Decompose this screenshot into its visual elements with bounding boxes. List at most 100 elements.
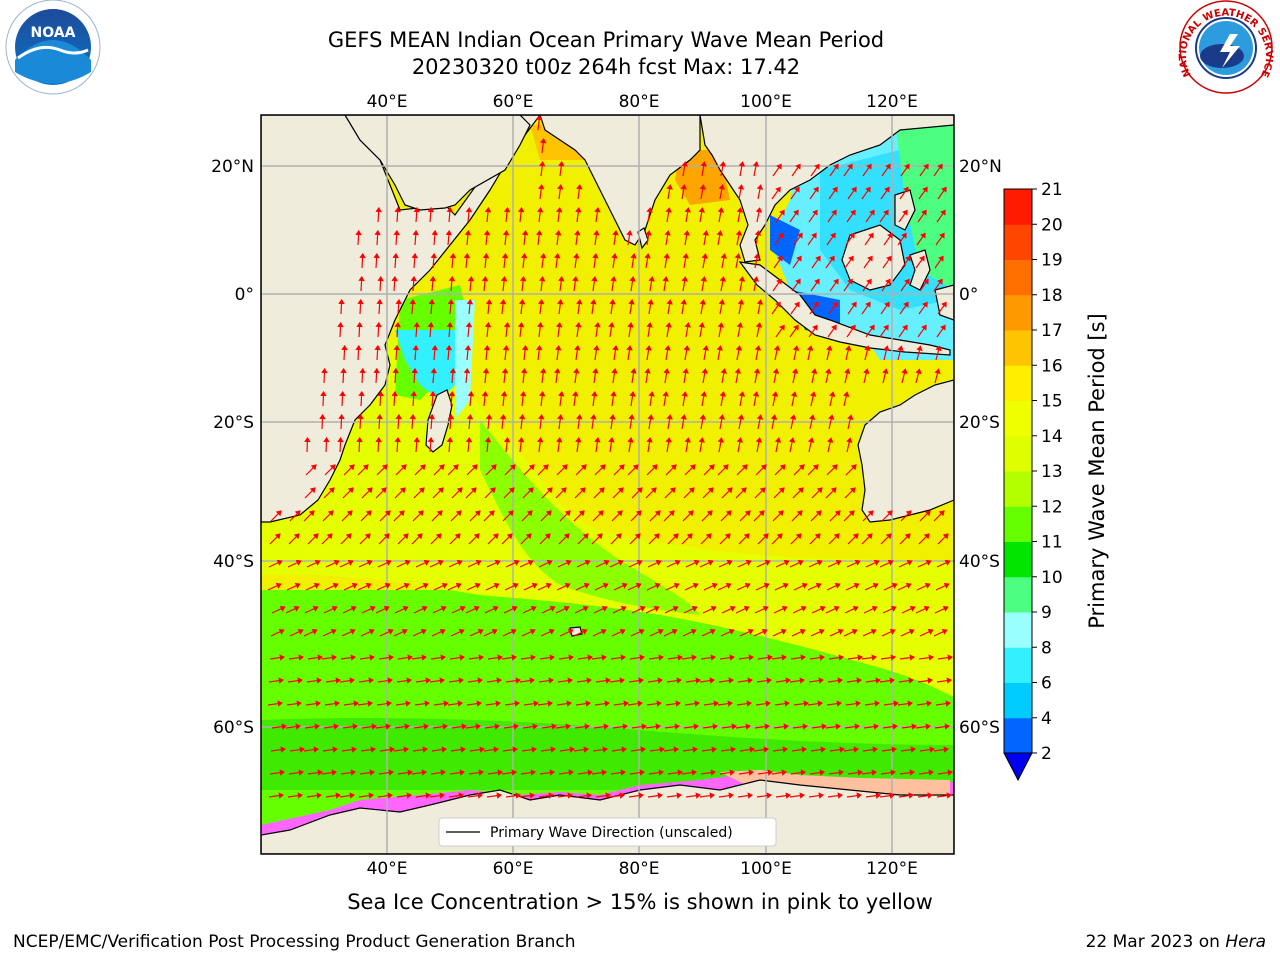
wave-arrow-head [852,605,859,612]
wave-arrow-head [724,533,731,540]
wave-arrow-head [316,677,322,684]
wave-arrow-head [449,252,457,259]
wave-arrow-head [758,510,765,517]
wave-arrow-head [446,206,454,213]
wave-arrow-head [319,413,326,420]
colorbar-tick-label: 4 [1041,709,1052,729]
colorbar-tick-label: 20 [1041,215,1063,235]
wave-arrow-head [593,230,600,236]
wave-arrow-head [313,582,320,589]
wave-arrow-head [691,769,697,776]
wave-arrow-head [767,654,773,661]
wave-arrow-head [331,769,337,776]
wave-arrow-head [848,255,854,262]
wave-arrow-head [627,437,634,443]
wave-arrow-head [475,559,482,566]
wave-arrow-head [367,700,373,707]
wave-arrow-head [331,605,338,612]
wave-arrow-head [892,723,898,730]
wave-arrow-head [707,559,714,566]
wave-arrow-head [517,321,525,328]
wave-arrow-head [609,299,616,305]
wave-arrow-head [357,413,364,420]
wave-arrow-head [668,510,675,517]
land [261,115,954,854]
lat-tick-left: 40°S [213,552,254,572]
wave-arrow-head [857,654,863,661]
wave-arrow-head [684,437,691,443]
wave-arrow-head [409,413,416,420]
wave-arrow-head [352,723,358,730]
colorbar-swatch [1004,330,1032,366]
wave-arrow-head [740,487,747,494]
wave-arrow-head [458,792,464,799]
wave-arrow-head [557,298,564,305]
chart-title: GEFS MEAN Indian Ocean Primary Wave Mean… [327,28,885,52]
wave-arrow-head [335,792,341,799]
wave-arrow-head [864,345,871,351]
wave-arrow-head [326,533,333,540]
wave-arrow-head [446,321,454,328]
nws-logo: NATIONAL WEATHER SERVICE [1178,0,1274,94]
wave-arrow-head [781,769,787,776]
colorbar-swatch [1004,541,1032,578]
wave-arrow-head [338,298,345,305]
wave-arrow-head [535,344,543,351]
wave-arrow-head [855,700,861,707]
wave-arrow-head [558,390,565,397]
wave-arrow-head [850,464,857,471]
wave-arrow-head [350,605,357,612]
wave-arrow-head [381,464,388,471]
wave-arrow-head [698,437,705,443]
wave-arrow-head [646,322,653,328]
wave-arrow-head [503,206,511,213]
wave-arrow-head [832,301,838,308]
colorbar: 2 4 6 8 9 10 11 12 13 14 15 16 17 18 19 20 21 [1003,180,1063,782]
wave-arrow-head [412,344,419,351]
wave-arrow-head [780,628,787,635]
wave-arrow-head [538,275,546,282]
wave-arrow-head [891,746,897,753]
wave-arrow-head [439,628,446,635]
footer-credit: NCEP/EMC/Verification Post Processing Pr… [13,932,576,952]
wave-arrow-head [417,510,424,517]
wave-arrow-head [755,437,763,443]
wave-arrow-head [794,186,800,193]
wave-arrow-head [745,559,752,566]
wave-arrow-head [455,510,462,517]
wave-arrow-head [369,654,375,661]
wave-arrow-head [583,582,590,589]
wave-arrow-head [484,206,492,213]
wave-arrow-head [797,232,803,239]
wave-arrow-head [293,533,300,540]
wave-arrow-head [681,276,688,282]
wave-arrow-head [546,559,553,566]
wave-arrow-head [927,628,934,635]
wave-arrow-head [810,368,818,374]
colorbar-swatch [1004,576,1032,613]
wave-arrow-head [532,723,538,730]
wave-arrow-head [812,464,819,471]
wave-arrow-head [728,628,735,635]
wave-arrow-head [650,487,657,494]
wave-arrow-head [772,368,780,374]
wave-arrow-head [491,628,498,635]
wave-arrow-head [834,582,841,589]
wave-arrow-head [456,487,463,494]
wave-arrow-head [594,207,601,213]
wave-arrow-head [682,253,689,259]
wave-arrow-head [752,391,760,397]
wave-arrow-head [538,390,546,397]
wave-arrow-head [942,605,949,612]
wave-arrow-head [674,559,681,566]
wave-arrow-head [812,324,818,331]
wave-arrow-head [558,160,565,167]
wave-arrow-head [923,533,930,540]
wave-arrow-head [557,413,564,420]
wave-arrow-head [511,654,517,661]
wave-arrow-head [400,464,407,471]
wave-arrow-head [500,275,508,282]
wave-arrow-head [680,414,687,420]
wave-arrow-head [574,230,581,236]
wave-arrow-head [915,368,922,375]
